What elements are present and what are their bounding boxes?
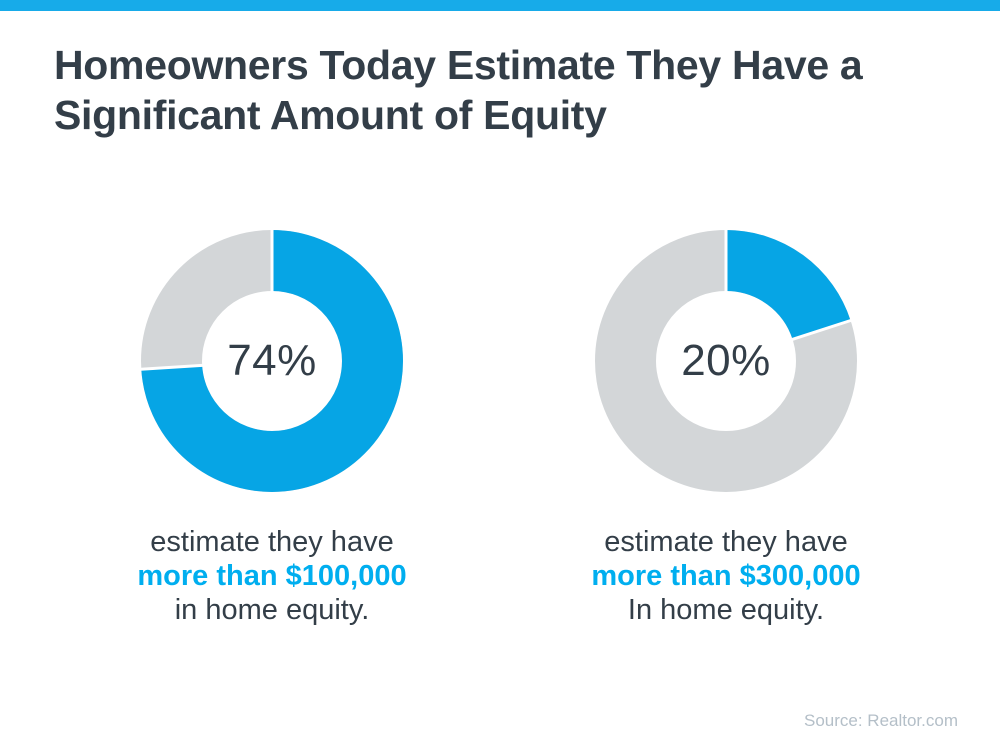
title-line-2: Significant Amount of Equity <box>54 92 607 138</box>
caption-line-3: In home equity. <box>627 594 825 626</box>
donut-ring-graphic <box>139 228 403 492</box>
title-line-1: Homeowners Today Estimate They Have a <box>54 42 863 88</box>
donut-ring-graphic <box>595 228 857 492</box>
donut-chart-100k-equity: 74% <box>139 228 405 494</box>
caption-amount-highlight: more than $100,000 <box>137 560 407 592</box>
caption-line-1: estimate they have <box>150 526 394 558</box>
donut-chart-300k-equity: 20% <box>593 228 859 494</box>
caption-line-1: estimate they have <box>604 526 848 558</box>
top-accent-bar <box>0 0 1000 11</box>
source-attribution: Source: Realtor.com <box>803 711 958 730</box>
donut-caption-100k: estimate they have more than $100,000 in… <box>52 525 492 627</box>
donut-center-value: 74% <box>227 336 317 385</box>
caption-amount-highlight: more than $300,000 <box>591 560 861 592</box>
caption-line-3: in home equity. <box>174 594 370 626</box>
donut-center-value: 20% <box>681 336 771 385</box>
page-title: Homeowners Today Estimate They Have a Sig… <box>54 40 863 140</box>
donut-caption-300k: estimate they have more than $300,000 In… <box>506 525 946 627</box>
